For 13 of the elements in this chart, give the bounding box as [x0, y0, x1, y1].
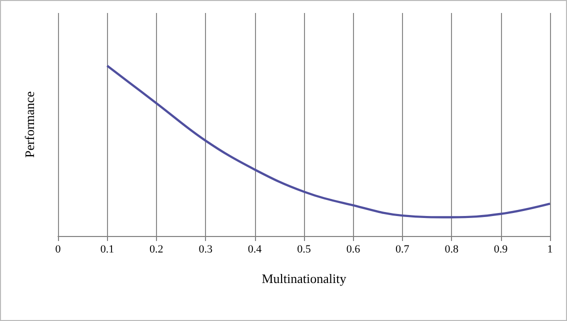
x-tick-label: 0.2: [150, 244, 164, 256]
x-tick-label: 0.5: [297, 244, 312, 256]
x-axis-title: Multinationality: [262, 271, 347, 286]
x-tick-label: 0.7: [396, 244, 410, 256]
x-tick-label: 0: [55, 244, 62, 256]
x-tick-label: 0.9: [494, 244, 508, 256]
x-tick-label: 0.4: [248, 244, 262, 256]
x-tick-label: 0.1: [100, 244, 114, 256]
x-tick-label: 0.6: [346, 244, 361, 256]
x-tick-label: 0.3: [198, 244, 213, 256]
x-tick-label: 0.8: [444, 244, 459, 256]
y-axis-title: Performance: [22, 91, 37, 158]
x-tick-label: 1: [547, 244, 553, 256]
